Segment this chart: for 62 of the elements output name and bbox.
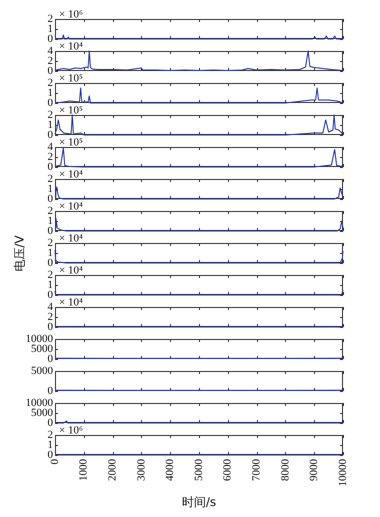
y-tick-label: 1 (48, 182, 53, 195)
y-tick-label: 2 (48, 150, 53, 163)
y-tick-label: 4 (48, 140, 54, 153)
y-tick-label: 0 (48, 416, 54, 429)
y-tick-label: 2 (48, 428, 53, 441)
x-tick-label: 1000 (78, 458, 90, 481)
y-tick-label: 2 (48, 54, 53, 67)
annotation: × 10⁵ (59, 136, 83, 148)
y-tick-label: 4 (48, 44, 54, 57)
y-tick-label: 0 (48, 256, 54, 269)
y-tick-label: 2 (48, 76, 53, 89)
y-tick-label: 0 (48, 224, 54, 237)
y-tick-label: 0 (48, 128, 54, 141)
y-tick-label: 0 (48, 448, 54, 461)
y-tick-label: 0 (48, 384, 54, 397)
annotation: × 10⁴ (59, 200, 83, 212)
y-tick-label: 2 (48, 310, 53, 323)
y-tick-label: 1 (48, 438, 53, 451)
x-tick-label: 7000 (250, 458, 262, 481)
y-tick-label: 0 (48, 32, 54, 45)
y-tick-label: 0 (48, 320, 54, 333)
annotation: × 10⁴ (59, 40, 83, 52)
y-tick-label: 0 (48, 160, 54, 173)
y-tick-label: 1 (48, 214, 53, 227)
y-tick-label: 1 (48, 22, 53, 35)
annotation: × 10⁴ (59, 296, 83, 308)
y-tick-label: 0 (48, 352, 54, 365)
x-tick-label: 2000 (106, 458, 118, 481)
y-tick-label: 1 (48, 246, 53, 259)
x-axis-title: 时间/s (180, 494, 218, 511)
y-axis-title: 电压/V (12, 234, 28, 272)
x-tick-label: 10000 (336, 458, 349, 486)
y-tick-label: 0 (48, 288, 54, 301)
x-tick-label: 6000 (222, 458, 234, 481)
annotation: × 10⁶ (59, 8, 83, 20)
annotation: × 10⁴ (59, 168, 83, 180)
y-tick-label: 0 (48, 64, 54, 77)
annotation: × 10⁵ (59, 104, 83, 116)
x-tick-label: 3000 (135, 458, 148, 481)
y-tick-label: 0 (48, 96, 54, 109)
y-tick-label: 2 (48, 172, 53, 185)
y-tick-label: 0 (48, 192, 54, 205)
y-tick-label: 4 (48, 300, 54, 313)
y-tick-label: 2 (48, 12, 53, 25)
y-tick-label: 1 (48, 86, 53, 99)
annotation: × 10⁶ (59, 424, 83, 436)
annotation: × 10⁴ (59, 232, 83, 244)
annotation: × 10⁴ (59, 264, 83, 276)
y-tick-label: 5000 (31, 364, 54, 377)
x-tick-label: 4000 (164, 458, 176, 481)
annotation: × 10⁵ (59, 72, 83, 84)
x-tick-label: 5000 (192, 458, 205, 481)
y-tick-label: 2 (48, 268, 53, 281)
y-tick-label: 1 (48, 118, 53, 131)
y-tick-label: 5000 (31, 342, 54, 355)
y-tick-label: 5000 (31, 406, 54, 419)
x-tick-label: 8000 (279, 458, 292, 481)
y-tick-label: 2 (48, 204, 53, 217)
y-tick-label: 1 (48, 278, 53, 291)
y-tick-label: 2 (48, 236, 53, 249)
x-tick-label: 9000 (308, 458, 320, 481)
y-tick-label: 2 (48, 108, 53, 121)
